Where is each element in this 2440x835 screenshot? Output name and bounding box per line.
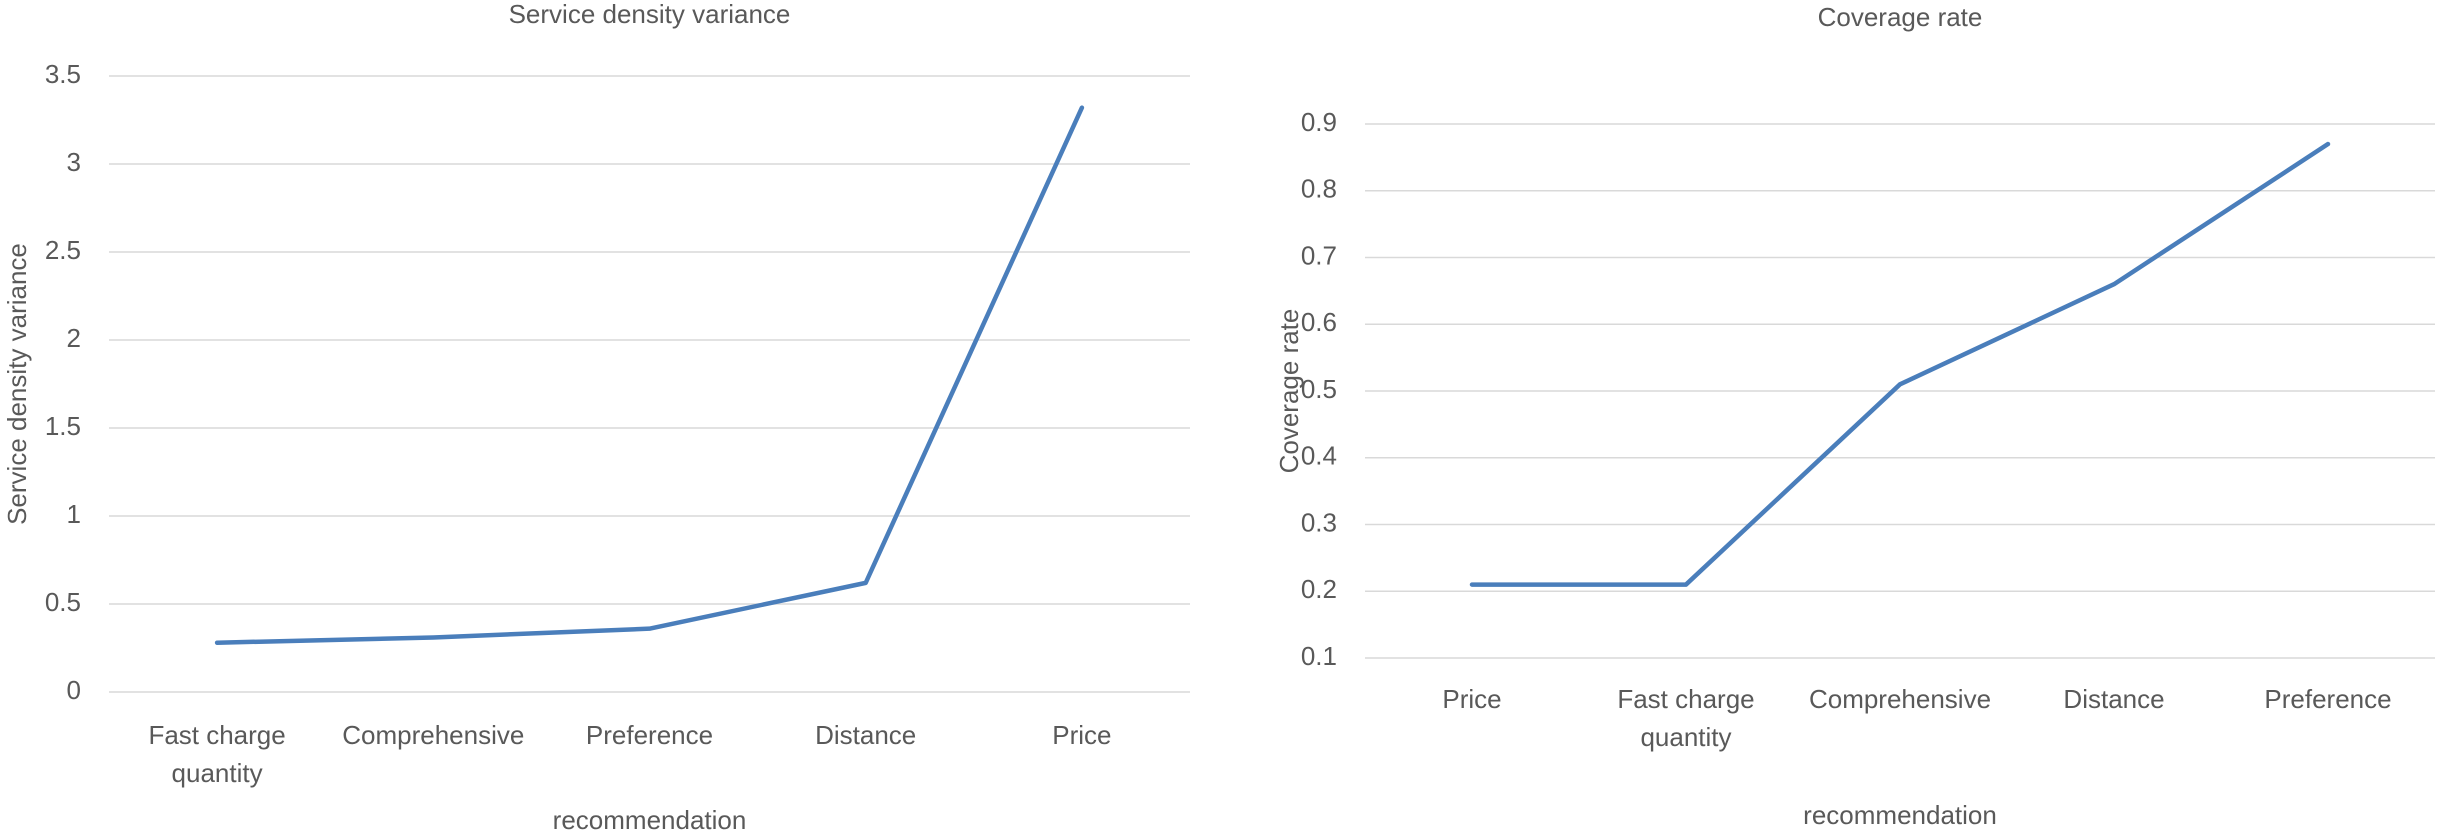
data-line (1469, 141, 2331, 587)
y-tick-label: 3 (67, 147, 81, 177)
y-tick-label: 2.5 (45, 235, 81, 265)
y-tick-label: 2 (67, 323, 81, 353)
y-tick-label: 0 (67, 675, 81, 705)
x-tick-label: Preference (585, 720, 714, 750)
y-tick-label: 0.1 (1301, 641, 1337, 671)
y-axis-title: Coverage rate (1274, 309, 1304, 474)
x-tick-label: Price (1442, 684, 1502, 714)
y-tick-label: 3.5 (45, 59, 81, 89)
x-tick-label: Preference (2264, 684, 2392, 714)
data-line (214, 105, 1085, 645)
chart-title: Service density variance (509, 0, 791, 29)
y-tick-label: 1.5 (45, 411, 81, 441)
y-tick-label: 0.9 (1301, 107, 1337, 137)
y-tick-label: 0.3 (1301, 507, 1337, 537)
x-tick-label: Fast charge quantity (1617, 684, 1755, 752)
x-tick-label: Fast charge quantity (148, 720, 286, 788)
y-tick-label: 1 (67, 499, 81, 529)
y-tick-label: 0.2 (1301, 574, 1337, 604)
x-tick-label: Distance (815, 720, 917, 750)
x-axis-title: recommendation (1803, 800, 1997, 830)
y-tick-label: 0.5 (1301, 374, 1337, 404)
y-tick-label: 0.7 (1301, 240, 1337, 270)
chart-title: Coverage rate (1818, 2, 1983, 32)
x-tick-label: Distance (2063, 684, 2165, 714)
x-tick-label: Comprehensive (1808, 684, 1992, 714)
y-tick-label: 0.6 (1301, 307, 1337, 337)
y-tick-label: 0.4 (1301, 441, 1337, 471)
x-axis-title: recommendation (553, 805, 747, 835)
x-tick-label: Price (1052, 720, 1112, 750)
y-tick-label: 0.8 (1301, 174, 1337, 204)
x-tick-label: Comprehensive (342, 720, 525, 750)
y-axis-title: Service density variance (2, 243, 32, 525)
y-tick-label: 0.5 (45, 587, 81, 617)
